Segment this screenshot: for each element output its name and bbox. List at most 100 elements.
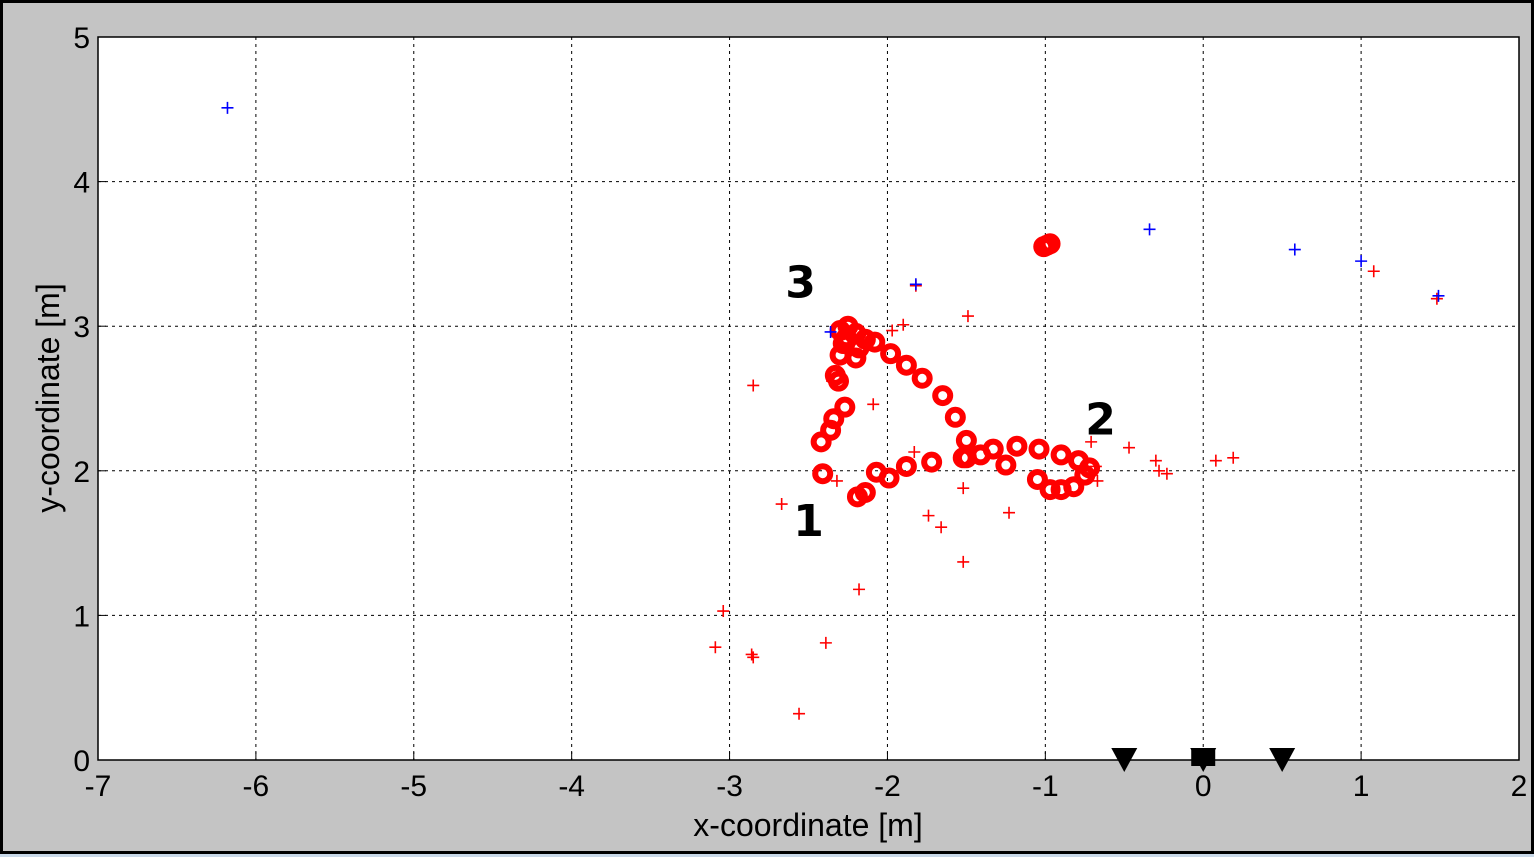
data-marks: [221, 101, 1445, 772]
plus-marker: [747, 379, 760, 392]
trajectory-point: [865, 461, 887, 483]
plus-marker: [1432, 289, 1445, 302]
y-tick-labels: 0 1 2 3 4 5: [73, 22, 106, 778]
plus-marker: [909, 278, 922, 291]
x-tick-label: -4: [558, 770, 585, 803]
y-axis-label: y-coordinate [m]: [30, 283, 66, 512]
trajectory-point: [952, 447, 974, 469]
plus-marker: [1123, 441, 1136, 454]
annotation-label: 3: [785, 257, 816, 308]
plus-marker: [908, 446, 921, 459]
plus-marker: [1288, 243, 1301, 256]
x-tick-label: 2: [1511, 770, 1528, 803]
trajectory-point: [944, 406, 966, 428]
plus-marker: [830, 474, 843, 487]
trajectory-point: [1026, 468, 1048, 490]
x-tick-label: -6: [243, 770, 270, 803]
plus-marker: [1003, 506, 1016, 519]
plus-marker: [745, 648, 758, 661]
trajectory-point: [895, 354, 917, 376]
plus-marker: [1160, 467, 1173, 480]
series-1: [709, 265, 1443, 720]
plus-marker: [717, 605, 730, 618]
plus-marker: [1153, 464, 1166, 477]
plus-marker: [853, 583, 866, 596]
y-tick-label: 1: [73, 600, 90, 633]
trajectory-point: [880, 343, 902, 365]
plus-marker: [1089, 460, 1102, 473]
trajectory-point: [812, 463, 834, 485]
plus-marker: [1149, 454, 1162, 467]
plus-marker: [897, 318, 910, 331]
x-axis-label: x-coordinate [m]: [693, 807, 922, 843]
plus-marker: [819, 636, 832, 649]
plus-marker: [1209, 454, 1222, 467]
plus-marker: [1085, 435, 1098, 448]
trajectory-point: [1039, 479, 1061, 501]
plus-marker: [886, 324, 899, 337]
plus-marker: [1355, 255, 1368, 268]
plus-marker: [957, 482, 970, 495]
plus-marker: [793, 707, 806, 720]
plus-marker: [922, 509, 935, 522]
plus-marker: [1143, 223, 1156, 236]
x-tick-label: 1: [1353, 770, 1370, 803]
x-tick-label: -5: [400, 770, 427, 803]
annotation-label: 2: [1085, 395, 1116, 446]
trajectory-point: [1006, 435, 1028, 457]
plot-border: [97, 36, 1520, 761]
plus-marker: [709, 641, 722, 654]
series-0: [810, 233, 1101, 508]
plus-marker: [775, 498, 788, 511]
plus-marker: [826, 375, 839, 388]
trajectory-point: [995, 454, 1017, 476]
y-tick-label: 2: [73, 456, 90, 489]
plus-marker: [221, 101, 234, 114]
trajectory-point: [1028, 438, 1050, 460]
plus-marker: [957, 555, 970, 568]
x-tick-label: -2: [874, 770, 901, 803]
y-tick-label: 4: [73, 167, 90, 200]
annotations: 1 2 3: [785, 257, 1116, 547]
x-tick-label: -1: [1032, 770, 1059, 803]
plot-area: [98, 37, 1519, 760]
scatter-plot: -7 -6 -5 -4 -3 -2 -1 0 1 2 0 1 2 3 4 5 1 2 3 x-coordinat…: [30, 22, 1528, 843]
trajectory-point: [854, 328, 876, 350]
series-2: [221, 101, 1445, 338]
trajectory-point: [921, 451, 943, 473]
trajectory-point: [1036, 234, 1058, 256]
series-4: [1191, 748, 1216, 766]
y-tick-label: 5: [73, 22, 90, 55]
plus-marker: [824, 325, 837, 338]
trajectory-point: [1050, 479, 1072, 501]
trajectory-point: [982, 438, 1004, 460]
plus-marker: [1367, 265, 1380, 278]
y-tick-label: 3: [73, 311, 90, 344]
grid: [98, 37, 1519, 760]
trajectory-point: [834, 396, 856, 418]
x-tick-label: 0: [1195, 770, 1212, 803]
trajectory-point: [846, 486, 868, 508]
trajectory-point: [895, 455, 917, 477]
trajectory-point: [824, 364, 846, 386]
trajectory-point: [823, 408, 845, 430]
trajectory-point: [845, 347, 867, 369]
plus-marker: [1227, 451, 1240, 464]
plus-marker: [961, 310, 974, 323]
plus-marker: [1091, 474, 1104, 487]
plus-marker: [747, 651, 760, 664]
plus-marker: [1430, 292, 1443, 305]
y-tick-label: 0: [73, 745, 90, 778]
trajectory-point: [1074, 464, 1096, 486]
trajectory-point: [932, 385, 954, 407]
x-tick-label: -3: [716, 770, 743, 803]
plus-marker: [935, 521, 948, 534]
trajectory-point: [911, 367, 933, 389]
plus-marker: [867, 398, 880, 411]
annotation-label: 1: [793, 496, 824, 547]
trajectory-point: [1050, 444, 1072, 466]
trajectory-point: [864, 331, 886, 353]
x-tick-label: -7: [85, 770, 112, 803]
sensor-square-marker: [1191, 748, 1216, 766]
